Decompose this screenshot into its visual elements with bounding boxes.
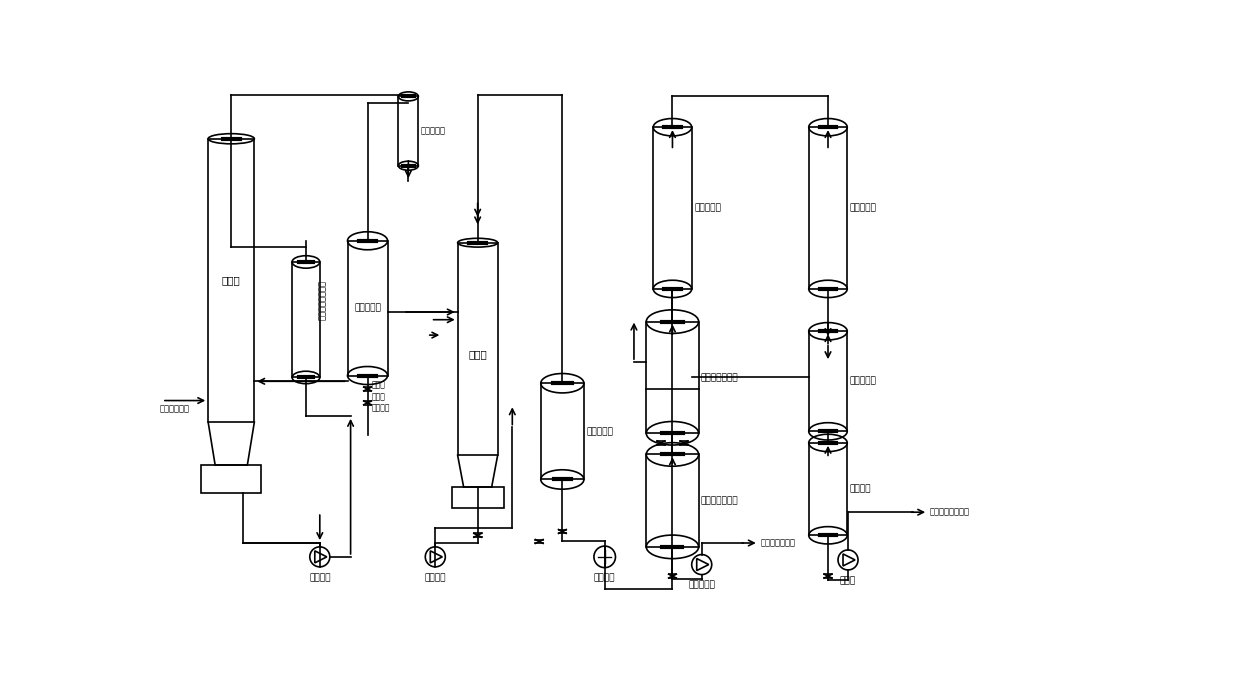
Bar xyxy=(808,127,847,289)
Text: 水洗塔: 水洗塔 xyxy=(222,275,241,286)
Text: 屏蔽泵: 屏蔽泵 xyxy=(839,576,856,585)
Bar xyxy=(808,331,847,431)
Text: 二级冷凝器: 二级冷凝器 xyxy=(849,204,877,213)
Text: 三氯蔗糖尾气: 三氯蔗糖尾气 xyxy=(160,404,190,413)
Bar xyxy=(808,443,847,535)
Bar xyxy=(201,464,262,493)
Bar xyxy=(458,243,497,455)
Bar xyxy=(347,241,388,375)
Bar xyxy=(541,383,584,479)
Text: 一级冷凝器: 一级冷凝器 xyxy=(694,204,720,213)
Bar xyxy=(451,487,503,508)
Text: 罗茨风机: 罗茨风机 xyxy=(594,574,615,583)
Text: 水洗塔循环冷换器: 水洗塔循环冷换器 xyxy=(317,279,326,320)
Text: 回收储槽: 回收储槽 xyxy=(849,485,870,493)
Text: 三级冷凝器: 三级冷凝器 xyxy=(849,377,877,386)
Text: 去二氧化硫缓冲槽: 去二氧化硫缓冲槽 xyxy=(930,508,970,516)
Text: 三氯乙烷泵: 三氯乙烷泵 xyxy=(688,580,715,590)
Bar xyxy=(398,97,418,165)
Text: 三氯乙烷分离罐: 三氯乙烷分离罐 xyxy=(701,373,739,382)
Text: 分离水: 分离水 xyxy=(372,381,386,389)
Text: 液水采集: 液水采集 xyxy=(372,404,389,412)
Bar xyxy=(646,321,698,433)
Bar xyxy=(646,454,698,547)
Text: 去三氯乙烷储罐: 去三氯乙烷储罐 xyxy=(760,539,795,547)
Text: 干燥塔: 干燥塔 xyxy=(469,349,487,359)
Bar xyxy=(208,139,254,422)
Text: 三氯乙烷收集罐: 三氯乙烷收集罐 xyxy=(701,496,739,505)
Text: 循环冷却器: 循环冷却器 xyxy=(420,126,445,136)
Bar xyxy=(293,262,320,377)
Text: 气液分离器: 气液分离器 xyxy=(355,304,381,313)
Text: 水洗塔泵: 水洗塔泵 xyxy=(309,573,331,582)
Bar xyxy=(653,127,692,289)
Text: 脱吸液: 脱吸液 xyxy=(372,392,386,401)
Text: 干燥塔泵: 干燥塔泵 xyxy=(424,573,446,582)
Text: 尾气存储罐: 尾气存储罐 xyxy=(587,427,613,436)
